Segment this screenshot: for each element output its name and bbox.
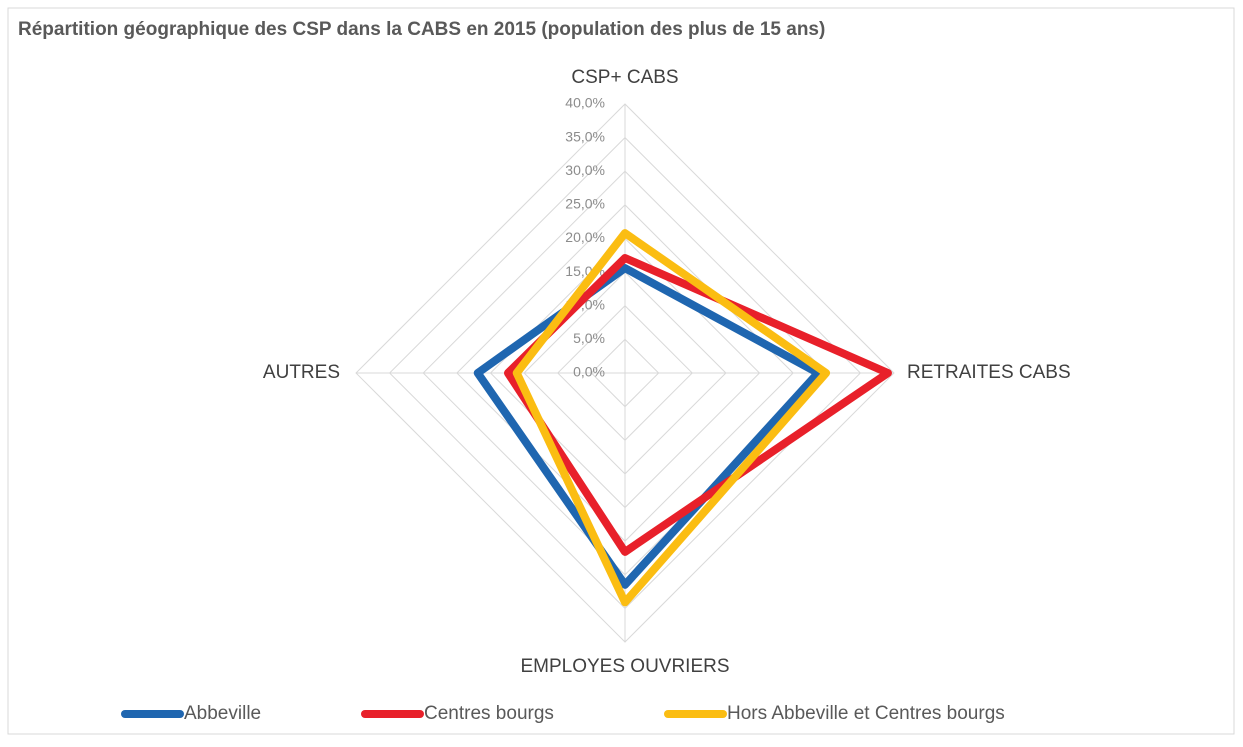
y-tick-label: 5,0% [573,330,605,346]
y-tick-label: 0,0% [573,364,605,380]
chart-title: Répartition géographique des CSP dans la… [18,19,825,40]
series-line [473,264,823,589]
chart-frame [7,7,1235,735]
legend-label: Centres bourgs [424,703,554,724]
y-tick-label: 40,0% [565,95,605,111]
y-tick-label: 35,0% [565,128,605,144]
y-tick-label: 20,0% [565,229,605,245]
legend-label: Abbeville [184,703,261,724]
y-tick-label: 30,0% [565,162,605,178]
series-line [512,229,831,607]
category-label: CSP+ CABS [571,67,678,88]
y-tick-label: 25,0% [565,196,605,212]
category-label: EMPLOYES OUVRIERS [520,656,729,677]
category-label: AUTRES [263,362,340,383]
category-label: RETRAITES CABS [907,362,1071,383]
legend-label: Hors Abbeville et Centres bourgs [727,703,1005,724]
